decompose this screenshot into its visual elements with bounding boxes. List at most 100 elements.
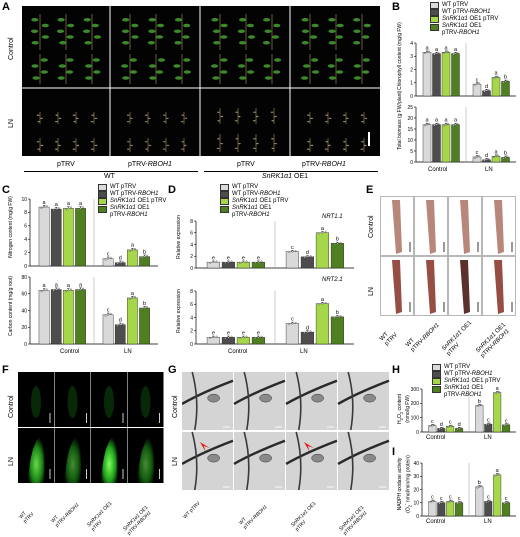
root-staining-images	[380, 196, 518, 318]
data-point	[304, 257, 305, 258]
significance-letter: d	[440, 422, 443, 428]
plant-leaf	[163, 141, 166, 142]
plant-leaf	[55, 115, 58, 116]
plant-leaf	[182, 35, 189, 39]
f-col-4: SnRK1α1 OE1 pTRV-RBOH1	[122, 505, 154, 537]
plant-leaf	[346, 118, 349, 119]
f-row-ln: LN	[8, 457, 16, 466]
significance-letter: c	[431, 419, 434, 425]
plant-leaf	[127, 141, 130, 142]
data-point	[70, 289, 71, 290]
plant-leaf	[37, 149, 40, 150]
bar	[103, 259, 113, 266]
plant-leaf	[181, 115, 184, 116]
legend-label: WT pTRV	[444, 364, 470, 371]
group-bracket-wt	[24, 171, 198, 172]
data-point	[479, 405, 480, 406]
plant-leaf	[238, 64, 245, 68]
data-point	[216, 261, 217, 262]
significance-letter: c	[458, 496, 461, 502]
plant-leaf	[57, 30, 64, 34]
data-point	[486, 159, 487, 160]
data-point	[56, 208, 57, 209]
legend-b: WT pTRV WT pTRV-RBOH1 SnRK1α1 OE1 pTRV S…	[430, 2, 498, 37]
organelle	[312, 454, 324, 462]
data-point	[105, 315, 106, 316]
data-point	[436, 53, 437, 54]
significance-letter: c	[505, 496, 508, 502]
significance-letter: c	[505, 418, 508, 424]
gene-label-nrt11: NRT1.1	[322, 214, 343, 221]
significance-letter: d	[485, 84, 488, 90]
data-point	[53, 290, 54, 291]
panel-label-e: E	[366, 184, 373, 196]
data-point	[322, 303, 323, 304]
data-point	[505, 81, 506, 82]
plant-leaf	[220, 35, 227, 39]
plant-leaf	[247, 70, 254, 74]
data-point	[486, 90, 487, 91]
y-tick-label: 1	[410, 81, 413, 87]
data-point	[141, 308, 142, 309]
y-tick-label: 10	[407, 138, 413, 144]
g-col-labels: WT pTRV WT pTRV-RBOH1 SnRK1α1 OE1 pTRV SnR…	[178, 492, 392, 532]
data-point	[340, 315, 341, 316]
bar	[63, 290, 73, 344]
data-point	[231, 336, 232, 337]
plant-leaf	[328, 30, 335, 34]
data-point	[442, 501, 443, 502]
bar	[127, 250, 137, 266]
y-tick-label: 4	[24, 237, 27, 243]
data-point	[474, 84, 475, 85]
data-point	[144, 307, 145, 308]
significance-letter: c	[431, 495, 434, 501]
f-col-labels: WT pTRV WT pTRV-RBOH1 SnRK1α1 OE1 pTRV SnRK…	[14, 490, 164, 532]
significance-letter: c	[291, 245, 294, 251]
significance-letter: a	[494, 71, 498, 77]
plant-leaf	[364, 24, 371, 28]
bar	[222, 262, 235, 268]
plant-leaf	[362, 35, 369, 39]
plant-leaf	[213, 30, 220, 34]
data-point	[134, 296, 135, 297]
panel-label-g: G	[168, 364, 177, 376]
plant-leaf	[40, 118, 43, 119]
data-point	[228, 261, 229, 262]
y-tick-label: 4	[190, 315, 193, 321]
bar	[316, 304, 329, 344]
bar	[429, 501, 437, 516]
data-point	[319, 304, 320, 305]
data-point	[65, 209, 66, 210]
plant-leaf	[211, 18, 218, 22]
data-point	[120, 324, 121, 325]
significance-letter: a	[454, 118, 458, 124]
plant-leaf	[73, 115, 76, 116]
data-point	[334, 243, 335, 244]
data-point	[307, 256, 308, 257]
y-tick-label: 2	[190, 254, 193, 260]
data-point	[434, 125, 435, 126]
data-point	[430, 502, 431, 503]
plant-leaf	[58, 76, 65, 80]
bar	[433, 125, 441, 162]
plant-leaf	[55, 149, 58, 150]
data-point	[441, 428, 442, 429]
data-point	[497, 392, 498, 393]
plant-leaf	[274, 143, 277, 144]
g-col-1: WT pTRV	[182, 501, 202, 521]
significance-letter: c	[291, 317, 294, 323]
data-point	[476, 83, 477, 84]
legend-label: SnRK1α1 OE1 pTRV-RBOH1	[442, 23, 481, 37]
plant-leaf	[59, 118, 62, 119]
data-point	[477, 487, 478, 488]
col-label-ptrv-2: pTRV	[237, 161, 255, 169]
plant-leaf	[184, 145, 187, 146]
data-point	[486, 502, 487, 503]
legend-label: WT pTRV-RBOH1	[232, 191, 280, 198]
y-tick-label: 6	[190, 302, 193, 308]
bar	[39, 290, 49, 344]
y-tick-label: 2	[410, 67, 413, 73]
plant-leaf	[361, 115, 364, 116]
y-tick-label: 0	[24, 342, 27, 346]
plant-leaf	[329, 76, 336, 80]
